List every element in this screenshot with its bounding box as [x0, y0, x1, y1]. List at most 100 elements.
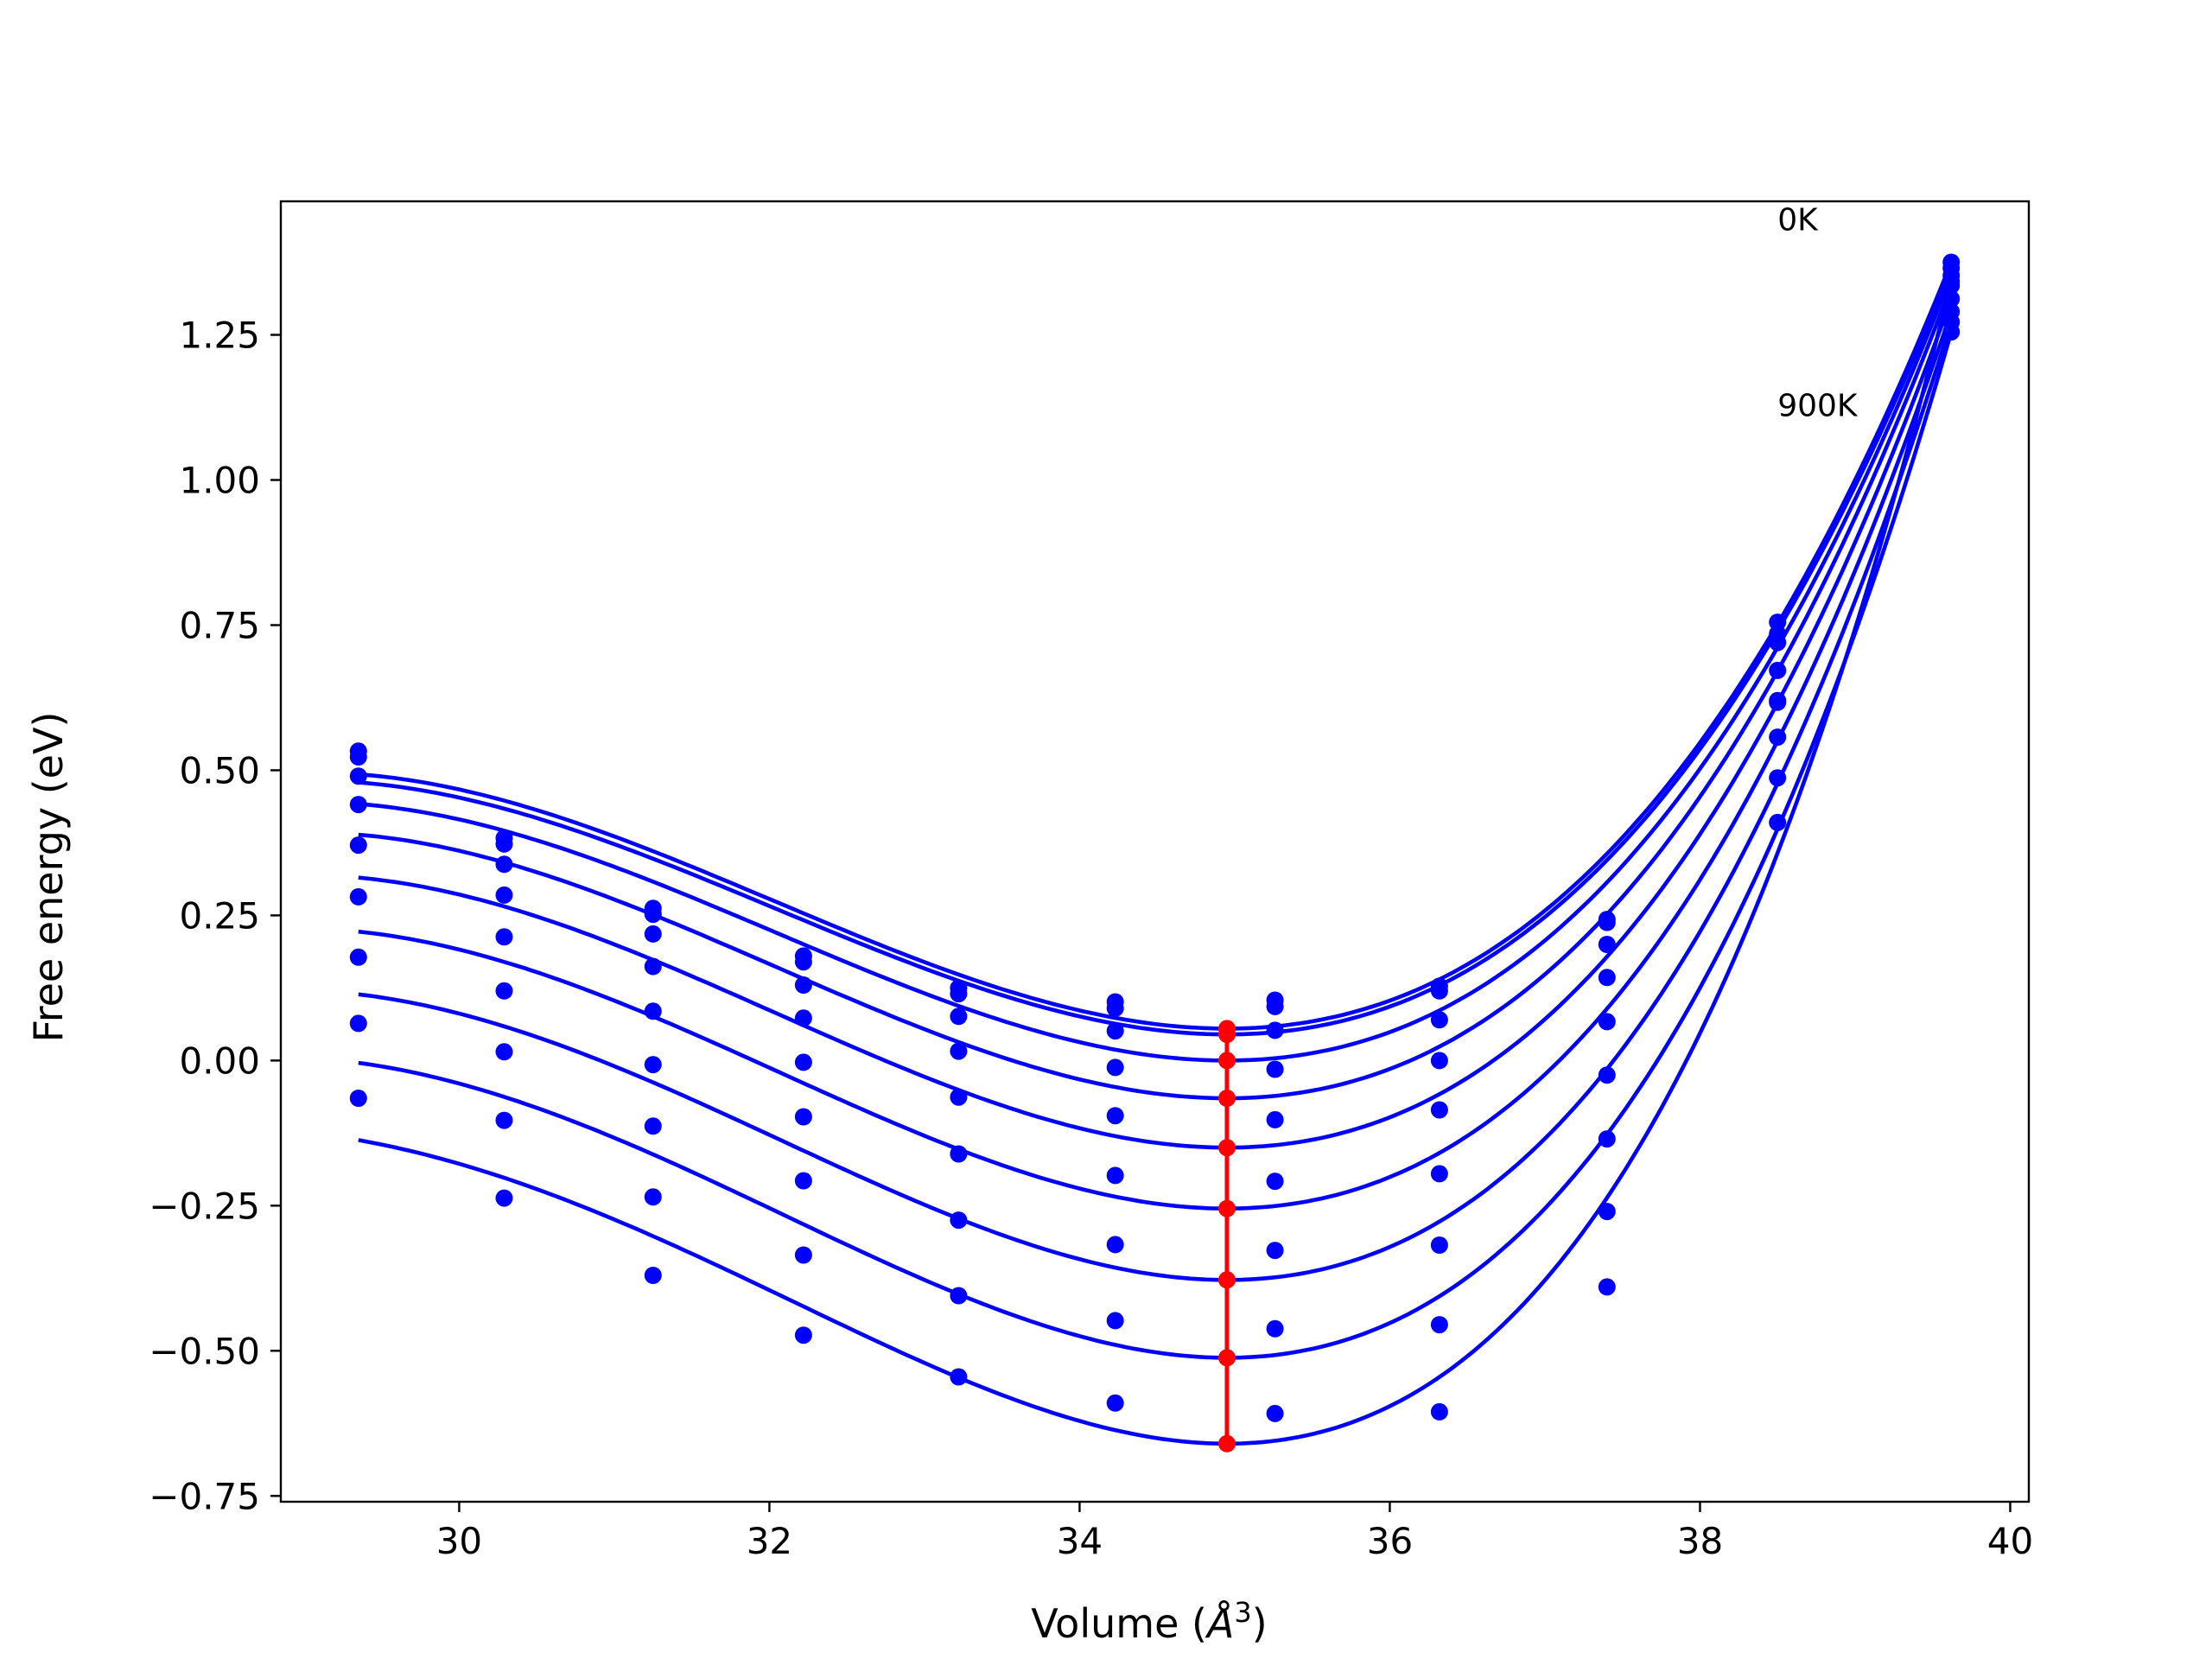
- data-point: [950, 1088, 968, 1106]
- y-axis: −0.75 −0.50 −0.25 0.00 0.25 0.50 0.75 1.00 1.25: [149, 315, 281, 1517]
- x-axis-label-text: Volume (: [1031, 1600, 1207, 1647]
- fit-curve-8: [358, 281, 1954, 1446]
- data-point: [644, 1117, 662, 1135]
- points-layer: [349, 253, 1961, 1422]
- equilibrium-point: [1217, 1271, 1236, 1289]
- fit-curve-4: [358, 298, 1954, 1150]
- data-point: [349, 836, 367, 855]
- data-point: [349, 1014, 367, 1033]
- equilibrium-layer: [1217, 1020, 1236, 1452]
- data-point: [794, 976, 812, 994]
- equilibrium-point: [1217, 1090, 1236, 1107]
- data-point: [349, 748, 367, 766]
- data-point: [1598, 1203, 1616, 1221]
- data-point: [1430, 1052, 1448, 1070]
- equilibrium-point: [1217, 1199, 1236, 1217]
- data-point: [1106, 1022, 1124, 1040]
- data-point: [349, 796, 367, 814]
- annotations: 0K 900K: [1777, 203, 1859, 424]
- x-axis-label: Volume (Å3): [1031, 1596, 1267, 1647]
- data-point: [1266, 1173, 1284, 1191]
- data-point: [1598, 913, 1616, 931]
- data-point: [1769, 813, 1787, 831]
- data-point: [1598, 1130, 1616, 1148]
- fit-curve-6: [358, 321, 1954, 1282]
- data-point: [1106, 1394, 1124, 1412]
- data-point: [794, 1246, 812, 1264]
- x-axis-label-unit: Å: [1205, 1600, 1234, 1647]
- data-point: [1266, 1110, 1284, 1128]
- data-point: [1769, 769, 1787, 787]
- data-point: [1430, 1236, 1448, 1254]
- data-point: [950, 1007, 968, 1026]
- data-point: [495, 835, 513, 853]
- data-point: [950, 985, 968, 1003]
- x-tick-label: 40: [1987, 1520, 2033, 1562]
- data-point: [644, 957, 662, 976]
- data-point: [495, 982, 513, 1000]
- equilibrium-point: [1217, 1139, 1236, 1157]
- equilibrium-point: [1217, 1434, 1236, 1452]
- data-point: [1106, 1312, 1124, 1330]
- fit-curve-3: [358, 284, 1954, 1101]
- data-point: [794, 1053, 812, 1071]
- data-point: [644, 1002, 662, 1020]
- x-axis-label-exponent: 3: [1234, 1596, 1251, 1629]
- data-point: [1266, 1404, 1284, 1422]
- y-axis-label: Free energy (eV): [25, 712, 72, 1043]
- equilibrium-point: [1217, 1052, 1236, 1070]
- y-tick-label: 0.50: [179, 749, 260, 791]
- temperature-annotation: 900K: [1777, 389, 1859, 424]
- y-tick-label: −0.75: [149, 1475, 260, 1517]
- data-point: [495, 886, 513, 904]
- data-point: [1598, 969, 1616, 987]
- equilibrium-point: [1217, 1026, 1236, 1044]
- data-point: [794, 953, 812, 971]
- data-point: [1430, 982, 1448, 1000]
- data-point: [1598, 1278, 1616, 1296]
- data-point: [1769, 633, 1787, 652]
- data-point: [495, 855, 513, 874]
- data-point: [1106, 1107, 1124, 1125]
- y-tick-label: 0.75: [179, 604, 260, 646]
- fit-curve-0: [358, 261, 1954, 1031]
- data-point: [950, 1287, 968, 1305]
- fit-curve-5: [358, 310, 1954, 1211]
- data-point: [644, 1188, 662, 1206]
- data-point: [1266, 997, 1284, 1015]
- data-point: [1942, 323, 1961, 341]
- x-axis-label-close: ): [1252, 1600, 1268, 1647]
- data-point: [1598, 1066, 1616, 1084]
- data-point: [349, 767, 367, 785]
- fit-curve-2: [358, 275, 1954, 1063]
- x-axis: 30 32 34 36 38 40: [436, 1502, 2033, 1562]
- y-tick-label: 0.00: [179, 1039, 260, 1082]
- data-point: [1769, 728, 1787, 747]
- x-tick-label: 30: [436, 1520, 482, 1562]
- x-tick-label: 38: [1677, 1520, 1723, 1562]
- data-point: [794, 1108, 812, 1126]
- data-point: [1430, 1011, 1448, 1029]
- data-point: [1430, 1402, 1448, 1421]
- data-point: [794, 1326, 812, 1344]
- data-point: [794, 1172, 812, 1190]
- data-point: [1598, 936, 1616, 953]
- temperature-annotation: 0K: [1777, 203, 1819, 238]
- data-point: [644, 906, 662, 924]
- data-point: [1942, 272, 1961, 290]
- data-point: [495, 928, 513, 946]
- data-point: [349, 948, 367, 966]
- data-point: [950, 1368, 968, 1386]
- data-point: [495, 1111, 513, 1129]
- data-point: [1769, 691, 1787, 709]
- fit-curve-1: [358, 267, 1954, 1037]
- y-tick-label: −0.25: [149, 1185, 260, 1227]
- data-point: [1106, 1166, 1124, 1185]
- data-point: [1430, 1316, 1448, 1334]
- data-point: [1106, 1058, 1124, 1077]
- data-point: [794, 1009, 812, 1027]
- data-point: [1266, 1319, 1284, 1338]
- data-point: [1942, 289, 1961, 308]
